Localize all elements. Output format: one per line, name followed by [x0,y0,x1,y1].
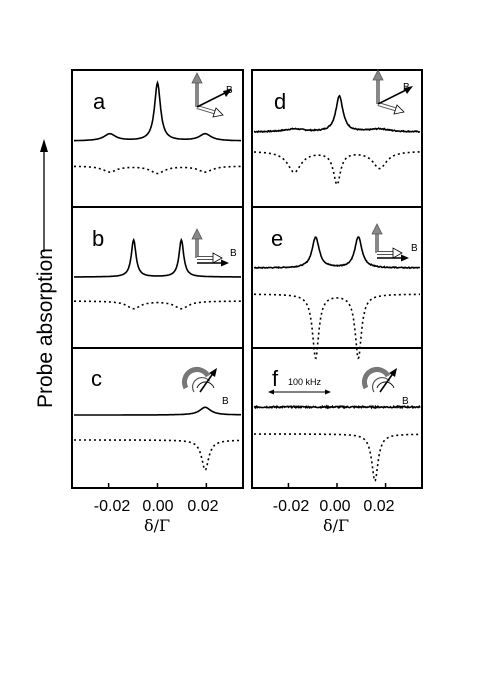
y-axis-arrow-icon [40,139,48,252]
circular-polarization-icon [181,366,217,393]
panel-label: d [274,89,286,114]
field-geometry-icon [191,228,229,267]
field-geometry-icon [371,223,409,262]
series-line-dotted [254,151,420,186]
series-line-dotted [254,293,420,360]
panel-f: f [251,347,423,489]
x-tick-labels-right: -0.02 0.00 0.02 [273,498,395,515]
series-line-dotted [74,300,241,310]
series-line-solid [74,80,241,142]
circular-polarization-icon [361,366,397,393]
series-line-dotted [74,439,241,471]
x-tick-label: 0.02 [187,498,218,515]
field-label: B [402,396,409,407]
y-axis-label: Probe absorption [34,248,57,408]
panels: a b c d e f [71,69,423,489]
field-label: B [403,82,410,93]
panel-b: b [71,206,244,349]
field-geometry-icon [372,69,413,115]
x-axis-label-right: δ/Γ [323,516,349,535]
panel-label: a [93,89,106,114]
series-line-solid [253,236,421,270]
panel-d: d [251,69,423,208]
series-line-dotted [74,165,241,175]
series-line-solid [74,406,241,416]
series-line-solid [253,94,421,134]
scale-bar-label: 100 kHz [288,377,322,387]
series-line-dotted [254,433,420,482]
panel-label: c [91,366,102,391]
panel-a: a [71,69,244,208]
x-tick-label: -0.02 [94,498,131,515]
panel-e: e [251,206,423,360]
field-geometry-icon [191,72,232,118]
x-tick-label: 0.02 [363,498,394,515]
x-tick-label: 0.00 [142,498,173,515]
field-label: B [226,85,233,96]
series-line-solid [253,404,421,410]
series-line-solid [74,237,241,278]
scale-bar: 100 kHz [268,377,331,395]
panel-label: b [92,226,104,251]
x-tick-label: -0.02 [273,498,310,515]
panel-c: c [71,347,244,489]
panel-label: f [272,366,279,391]
x-axis-label-left: δ/Γ [144,516,170,535]
x-tick-labels-left: -0.02 0.00 0.02 [94,498,219,515]
panel-label: e [271,226,283,251]
field-label: B [411,243,418,254]
field-label: B [230,248,237,259]
field-label: B [222,396,229,407]
x-tick-label: 0.00 [319,498,350,515]
